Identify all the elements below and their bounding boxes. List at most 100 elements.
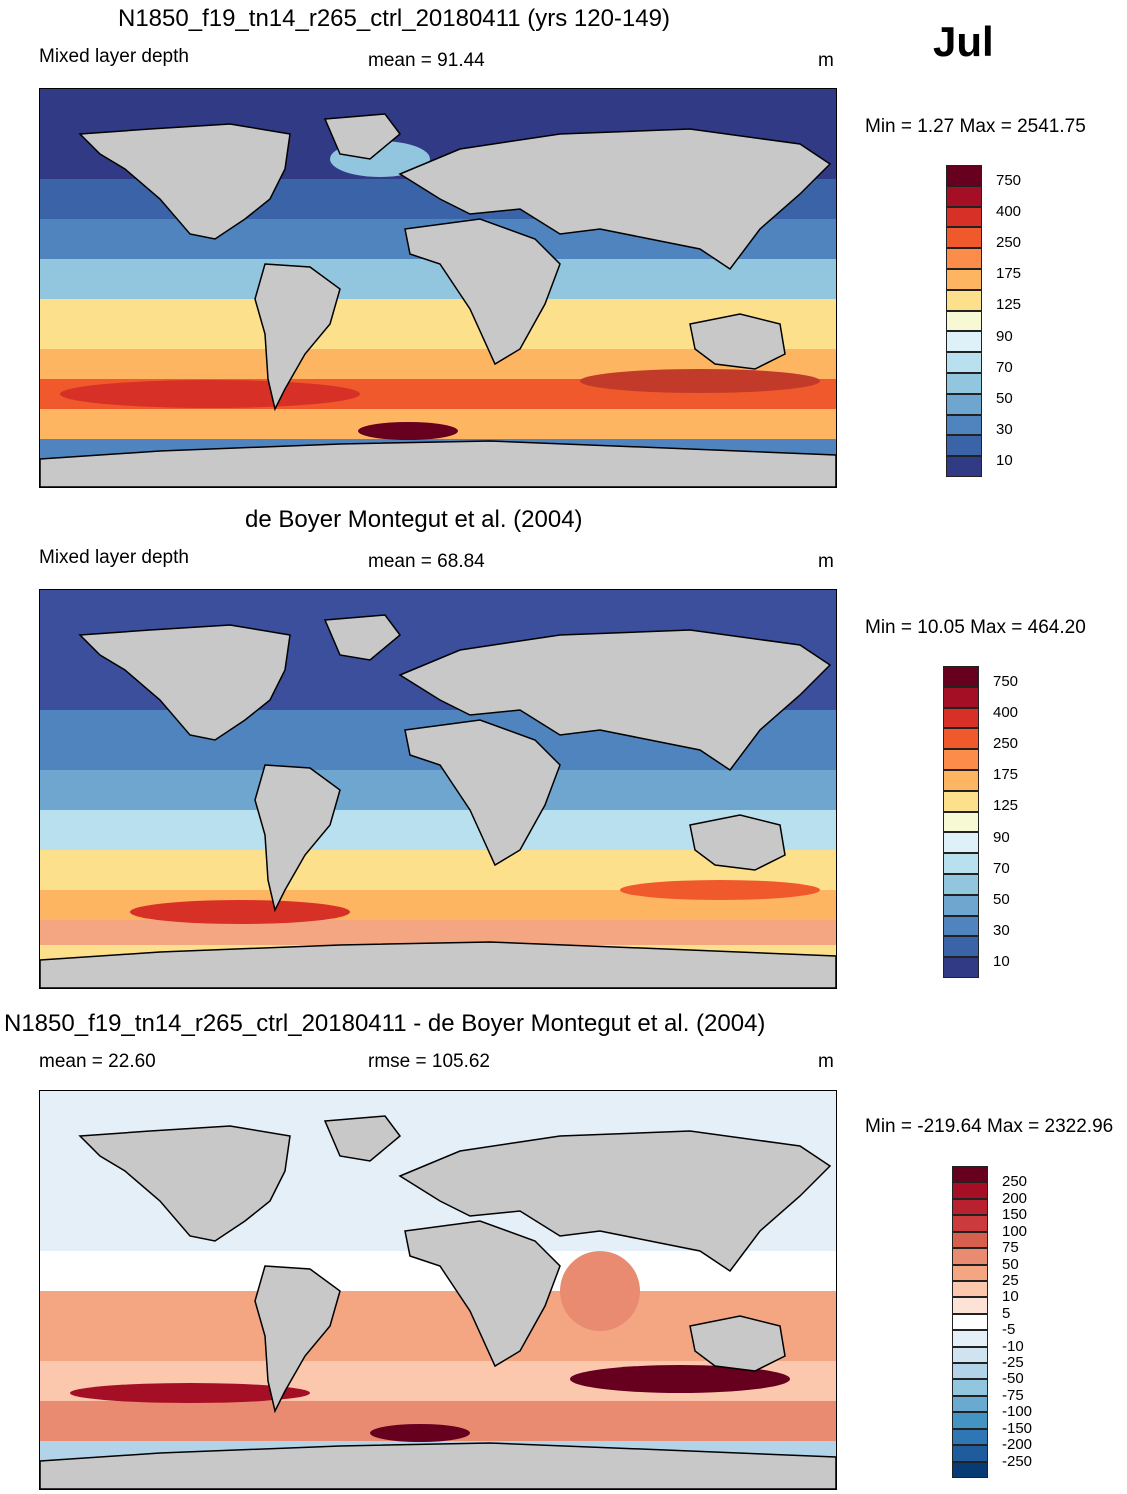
colorbar-segment: [943, 832, 979, 854]
colorbar-tick-label: -5: [1002, 1321, 1016, 1339]
colorbar-tick-label: 150: [1002, 1206, 1028, 1224]
colorbar-tick-label: 200: [1002, 1189, 1028, 1207]
panel3-map-graphic: [40, 1091, 836, 1489]
colorbar-tick-label: 250: [1002, 1173, 1028, 1191]
panel1-map: [39, 88, 837, 488]
colorbar-segment: [943, 707, 979, 729]
colorbar-segment: [952, 1445, 988, 1462]
panel1-map-graphic: [40, 89, 836, 487]
colorbar-segment: [943, 936, 979, 958]
colorbar-tick-label: -250: [1002, 1452, 1033, 1470]
eurasia-shape: [398, 128, 832, 271]
colorbar-tick-label: 10: [996, 452, 1013, 470]
colorbar-tick-label: -100: [1002, 1403, 1033, 1421]
south-america-shape: [254, 764, 341, 913]
south-america-shape: [254, 1265, 341, 1414]
colorbar-segment: [946, 185, 982, 207]
colorbar-segment: [952, 1297, 988, 1314]
panel3-colorbar: 250 200 150 100 75 50 25 10 5 -5 -10 -25 -50 -75 -100-…: [952, 1166, 1092, 1481]
north-america-shape: [78, 1125, 291, 1242]
colorbar-tick-label: 400: [996, 202, 1022, 220]
panel1-title: N1850_f19_tn14_r265_ctrl_20180411 (yrs 1…: [118, 5, 670, 32]
panel1-minmax-label: Min = 1.27 Max = 2541.75: [865, 116, 1086, 137]
colorbar-tick-label: 125: [993, 797, 1019, 815]
panel3-map: [39, 1090, 837, 1490]
panel1-mean-label: mean = 91.44: [368, 50, 485, 71]
colorbar-segment: [952, 1166, 988, 1183]
colorbar-tick-label: -50: [1002, 1370, 1024, 1388]
colorbar-tick-label: 400: [993, 703, 1019, 721]
ocean-anomaly: [60, 380, 360, 408]
colorbar-segment: [952, 1198, 988, 1216]
panel2-variable-label: Mixed layer depth: [39, 547, 189, 568]
colorbar-segment: [946, 331, 982, 353]
colorbar-tick-label: 250: [993, 735, 1019, 752]
colorbar-segment: [943, 853, 979, 874]
australia-shape: [689, 814, 786, 871]
colorbar-tick-label: 30: [993, 922, 1010, 940]
panel1-colorbar: 750 400 250 175 125 90 70 50 30 10: [946, 165, 1086, 480]
colorbar-segment: [943, 749, 979, 770]
colorbar-segment: [952, 1461, 988, 1478]
africa-shape: [404, 719, 561, 867]
colorbar-segment: [943, 915, 979, 937]
colorbar-segment: [946, 269, 982, 290]
panel2-colorbar: 750 400 250 175 125 90 70 50 30 10: [943, 666, 1083, 981]
colorbar-tick-label: 10: [1002, 1288, 1019, 1306]
colorbar-tick-label: 750: [993, 672, 1019, 690]
colorbar-tick-label: 50: [996, 390, 1013, 407]
colorbar-tick-label: 10: [993, 953, 1010, 971]
colorbar-segment: [946, 206, 982, 228]
colorbar-segment: [952, 1346, 988, 1364]
ocean-anomaly: [358, 422, 458, 440]
panel3-mean-label: mean = 22.60: [39, 1051, 156, 1072]
colorbar-segment: [946, 227, 982, 249]
colorbar-segment: [943, 686, 979, 708]
colorbar-segment: [946, 352, 982, 373]
colorbar-tick-label: -75: [1002, 1386, 1024, 1404]
colorbar-segment: [952, 1215, 988, 1232]
colorbar-segment: [943, 811, 979, 833]
colorbar-tick-label: 100: [1002, 1222, 1028, 1240]
colorbar-segment: [946, 435, 982, 457]
panel1-units-label: m: [818, 50, 834, 71]
colorbar-segment: [952, 1330, 988, 1347]
colorbar-segment: [952, 1248, 988, 1265]
panel2-map: [39, 589, 837, 989]
colorbar-segment: [946, 414, 982, 436]
panel2-mean-label: mean = 68.84: [368, 551, 485, 572]
colorbar-segment: [952, 1379, 988, 1396]
colorbar-segment: [943, 957, 979, 978]
panel3-rmse-label: rmse = 105.62: [368, 1051, 490, 1072]
colorbar-segment: [952, 1313, 988, 1331]
colorbar-tick-label: 50: [1002, 1255, 1019, 1273]
colorbar-segment: [952, 1231, 988, 1249]
colorbar-tick-label: 90: [996, 327, 1013, 345]
panel1-variable-label: Mixed layer depth: [39, 46, 189, 67]
colorbar-segment: [946, 310, 982, 332]
eurasia-shape: [398, 629, 832, 772]
colorbar-segment: [943, 728, 979, 750]
panel3-units-label: m: [818, 1051, 834, 1072]
colorbar-tick-label: 90: [993, 828, 1010, 846]
panel2-minmax-label: Min = 10.05 Max = 464.20: [865, 617, 1086, 638]
north-america-shape: [78, 624, 291, 741]
panel3-title: N1850_f19_tn14_r265_ctrl_20180411 - de B…: [4, 1010, 766, 1037]
panel2-units-label: m: [818, 551, 834, 572]
colorbar-segment: [943, 790, 979, 812]
antarctica-shape: [40, 941, 836, 988]
panel2-map-graphic: [40, 590, 836, 988]
colorbar-segment: [952, 1363, 988, 1380]
colorbar-segment: [952, 1182, 988, 1199]
ocean-anomaly: [560, 1251, 640, 1331]
colorbar-segment: [943, 770, 979, 791]
colorbar-tick-label: -25: [1002, 1354, 1024, 1372]
africa-shape: [404, 218, 561, 366]
colorbar-tick-label: 70: [996, 358, 1013, 376]
colorbar-segment: [952, 1280, 988, 1298]
colorbar-tick-label: 70: [993, 859, 1010, 877]
colorbar-tick-label: 50: [993, 891, 1010, 908]
colorbar-tick-label: -200: [1002, 1436, 1033, 1454]
ocean-anomaly: [570, 1365, 790, 1393]
colorbar-tick-label: -150: [1002, 1419, 1033, 1437]
